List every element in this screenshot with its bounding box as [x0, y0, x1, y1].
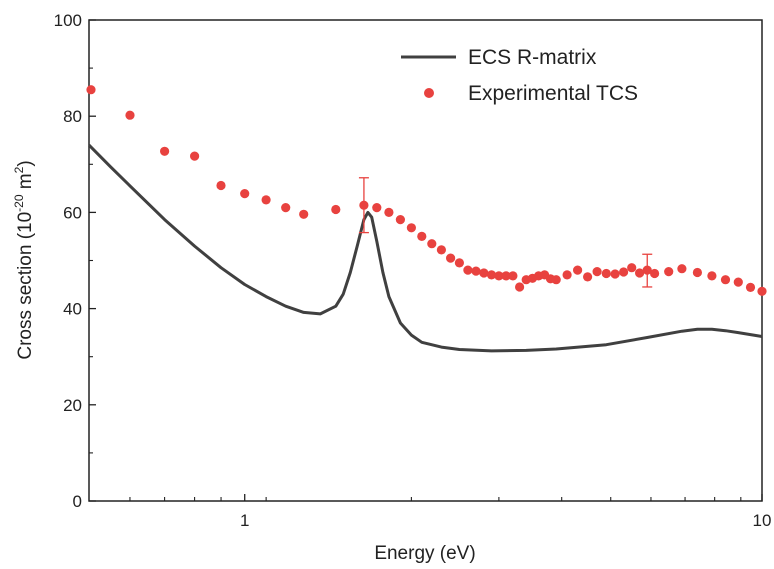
- data-point-experimental-tcs: [610, 269, 620, 279]
- series-line-ecs-r-matrix: [87, 144, 763, 353]
- data-point-experimental-tcs: [494, 271, 504, 281]
- y-tick-label: 0: [73, 492, 82, 511]
- data-point-experimental-tcs: [261, 195, 271, 205]
- data-point-experimental-tcs: [551, 275, 561, 285]
- data-point-experimental-tcs: [627, 263, 637, 273]
- x-axis-title: Energy (eV): [374, 543, 475, 564]
- legend-label-points: Experimental TCS: [468, 82, 638, 105]
- x-tick-label: 10: [753, 511, 772, 530]
- y-axis-title-exponent-2: 2: [12, 166, 26, 173]
- y-tick-label: 100: [54, 11, 82, 30]
- x-tick-label: 1: [240, 511, 249, 530]
- y-tick-label: 60: [63, 203, 82, 222]
- data-point-experimental-tcs: [650, 268, 660, 279]
- data-point-experimental-tcs: [692, 267, 703, 278]
- data-point-experimental-tcs: [583, 272, 593, 282]
- data-point-experimental-tcs: [677, 264, 687, 274]
- y-axis-title: Cross section (10-20 m2): [12, 160, 36, 359]
- y-tick-label: 40: [63, 300, 82, 319]
- data-point-experimental-tcs: [508, 271, 518, 281]
- data-point-experimental-tcs: [436, 245, 446, 255]
- data-point-experimental-tcs: [299, 209, 309, 219]
- data-point-experimental-tcs: [427, 239, 437, 249]
- data-point-experimental-tcs: [486, 270, 497, 280]
- data-point-experimental-tcs: [573, 265, 583, 275]
- data-point-experimental-tcs: [592, 267, 602, 277]
- data-point-experimental-tcs: [395, 215, 405, 225]
- data-point-experimental-tcs: [190, 151, 200, 161]
- data-point-experimental-tcs: [372, 203, 382, 213]
- data-point-experimental-tcs: [160, 146, 170, 156]
- data-point-experimental-tcs: [757, 286, 767, 296]
- data-point-experimental-tcs: [479, 268, 489, 278]
- data-point-experimental-tcs: [601, 268, 611, 279]
- data-point-experimental-tcs: [562, 270, 572, 280]
- data-point-experimental-tcs: [635, 268, 645, 278]
- ticks-layer: 0 20 40 60 80 100 1 10: [54, 11, 772, 530]
- data-point-experimental-tcs: [501, 271, 511, 281]
- data-point-experimental-tcs: [417, 231, 427, 241]
- data-point-experimental-tcs: [463, 265, 473, 275]
- data-point-experimental-tcs: [619, 267, 629, 277]
- data-point-experimental-tcs: [664, 267, 674, 277]
- data-point-experimental-tcs: [125, 110, 135, 120]
- data-point-experimental-tcs: [642, 265, 652, 275]
- legend-marker-points: [424, 88, 434, 98]
- data-point-experimental-tcs: [240, 189, 250, 199]
- data-point-experimental-tcs: [216, 180, 226, 191]
- data-point-experimental-tcs: [281, 203, 291, 213]
- data-point-experimental-tcs: [745, 282, 756, 292]
- data-point-experimental-tcs: [384, 207, 394, 217]
- data-point-experimental-tcs: [707, 271, 717, 281]
- data-point-experimental-tcs: [515, 282, 525, 292]
- data-point-experimental-tcs: [446, 253, 456, 263]
- legend-label-line: ECS R-matrix: [468, 46, 597, 69]
- data-point-experimental-tcs: [406, 223, 416, 233]
- data-point-experimental-tcs: [720, 275, 731, 285]
- data-point-experimental-tcs: [359, 200, 369, 210]
- y-tick-label: 20: [63, 396, 82, 415]
- data-point-experimental-tcs: [86, 85, 96, 95]
- series-layer: [86, 85, 767, 353]
- data-point-experimental-tcs: [733, 277, 743, 287]
- data-point-experimental-tcs: [331, 204, 341, 215]
- data-point-experimental-tcs: [471, 266, 481, 276]
- legend: ECS R-matrix Experimental TCS: [401, 46, 638, 105]
- y-tick-label: 80: [63, 107, 82, 126]
- y-axis-title-exponent: -20: [12, 194, 26, 212]
- data-point-experimental-tcs: [454, 258, 464, 268]
